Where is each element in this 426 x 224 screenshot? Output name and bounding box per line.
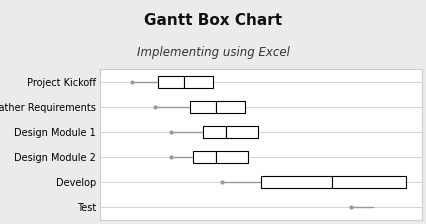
Bar: [332, 176, 406, 188]
Text: Implementing using Excel: Implementing using Excel: [137, 46, 289, 59]
Bar: [261, 176, 332, 188]
Bar: [203, 126, 225, 138]
Bar: [225, 126, 258, 138]
Bar: [216, 151, 248, 163]
Bar: [193, 151, 216, 163]
Bar: [184, 76, 213, 88]
Bar: [216, 101, 245, 113]
Bar: [190, 101, 216, 113]
Bar: [158, 76, 184, 88]
Text: Gantt Box Chart: Gantt Box Chart: [144, 13, 282, 28]
